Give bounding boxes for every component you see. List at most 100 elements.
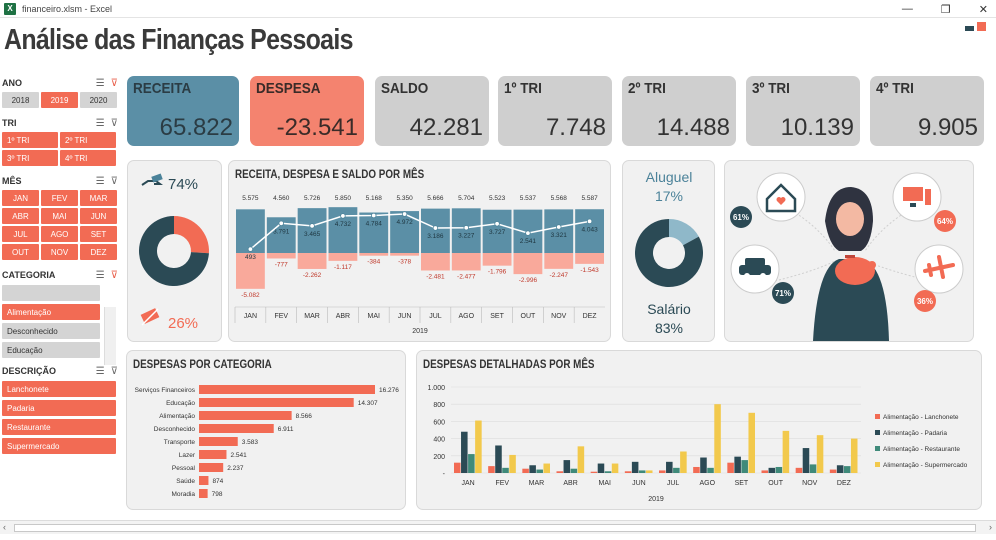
- horizontal-scrollbar[interactable]: ‹ ›: [0, 520, 996, 534]
- percent-badge-label: 61%: [733, 213, 749, 222]
- slicer-mes-out[interactable]: OUT: [2, 244, 39, 260]
- receita-bar: [544, 209, 574, 253]
- saldo-label: 3.321: [551, 232, 568, 239]
- legend-swatch: [875, 462, 880, 467]
- slicer-mes-nov[interactable]: NOV: [41, 244, 78, 260]
- detail-bar: [556, 471, 564, 473]
- slicer-descricao-header: DESCRIÇÃO ☰ ⊽: [2, 364, 118, 378]
- slicer-mes-fev[interactable]: FEV: [41, 190, 78, 206]
- slicer-categoria-item[interactable]: [2, 285, 100, 301]
- detail-bar: [673, 467, 680, 473]
- dash-mark-icon: [965, 26, 974, 31]
- month-tick-label: OUT: [768, 480, 784, 487]
- category-value-label: 3.583: [242, 439, 259, 446]
- slicer-tri-item[interactable]: 3º TRI: [2, 150, 58, 166]
- month-tick-label: JUN: [632, 480, 646, 487]
- slicer-mes-mar[interactable]: MAR: [80, 190, 117, 206]
- monthly-chart: 5.575 -5.082 493 JAN 4.560 -777 3.791 FEV 5.726 -…: [234, 195, 605, 335]
- detail-bar: [577, 446, 585, 473]
- donut-slice-receita: [139, 216, 209, 286]
- slicer-descricao-item[interactable]: Restaurante: [2, 419, 116, 435]
- saldo-point: [340, 213, 346, 219]
- minimize-icon[interactable]: —: [901, 3, 913, 15]
- slicer-mes-mai[interactable]: MAI: [41, 208, 78, 224]
- saldo-label: 3.791: [273, 228, 290, 235]
- multiselect-icon[interactable]: ☰: [95, 77, 105, 89]
- slicer-mes-dez[interactable]: DEZ: [80, 244, 117, 260]
- filter-sidebar: ANO ☰ ⊽ 2018 2019 2020 TRI ☰ ⊽ 1º TRI 2º TRI 3…: [2, 72, 118, 454]
- slicer-descricao-label: DESCRIÇÃO: [2, 366, 57, 376]
- slicer-descricao-item[interactable]: Padaria: [2, 400, 116, 416]
- multiselect-icon[interactable]: ☰: [95, 365, 105, 377]
- month-tick-label: NOV: [802, 480, 818, 487]
- despesa-bar: [297, 253, 327, 269]
- category-value-label: 874: [212, 478, 223, 485]
- clear-filter-icon[interactable]: ⊽: [110, 269, 118, 281]
- slicer-categoria-item[interactable]: Alimentação: [2, 304, 100, 320]
- month-tick-label: JAN: [461, 480, 474, 487]
- slicer-categoria-item[interactable]: Educação: [2, 342, 100, 358]
- legend-swatch: [875, 446, 880, 451]
- clear-filter-icon[interactable]: ⊽: [110, 365, 118, 377]
- receita-label: 5.575: [242, 195, 259, 202]
- slicer-ano-header: ANO ☰ ⊽: [2, 76, 118, 90]
- month-tick-label: MAR: [304, 313, 320, 320]
- category-bar: [199, 450, 227, 459]
- slicer-categoria-item[interactable]: Desconhecido: [2, 323, 100, 339]
- monthly-chart-panel: RECEITA, DESPESA E SALDO POR MÊS 5.575 -5…: [228, 160, 611, 342]
- slicer-ano-2019[interactable]: 2019: [41, 92, 78, 108]
- legend-swatch: [875, 430, 880, 435]
- detail-bar: [775, 466, 783, 473]
- kpi-label: 3º TRI: [752, 80, 790, 97]
- slicer-descricao-item[interactable]: Supermercado: [2, 438, 116, 454]
- slicer-descricao-item[interactable]: Lanchonete: [2, 381, 116, 397]
- receita-label: 5.587: [581, 195, 598, 202]
- scrollbar-thumb[interactable]: [14, 524, 976, 532]
- clear-filter-icon[interactable]: ⊽: [110, 77, 118, 89]
- slicer-mes-ago[interactable]: AGO: [41, 226, 78, 242]
- detail-bar: [536, 469, 543, 473]
- slicer-tri-item[interactable]: 2º TRI: [60, 132, 116, 148]
- month-tick-label: FEV: [495, 480, 509, 487]
- kpi-card-receita: RECEITA 65.822: [127, 76, 239, 146]
- multiselect-icon[interactable]: ☰: [95, 269, 105, 281]
- category-value-label: 2.541: [230, 452, 247, 459]
- clear-filter-icon[interactable]: ⊽: [110, 117, 118, 129]
- category-value-label: 6.911: [278, 426, 294, 433]
- receita-label: 5.168: [366, 195, 383, 202]
- detail-chart-title: DESPESAS DETALHADAS POR MÊS: [423, 357, 595, 371]
- woman-with-piggybank-icon: [813, 187, 889, 341]
- legend-label: Alimentação - Padaria: [883, 430, 947, 437]
- despesa-label: -378: [398, 259, 411, 266]
- detail-bar: [741, 460, 748, 473]
- slicer-mes-abr[interactable]: ABR: [2, 208, 39, 224]
- corner-decoration: [965, 22, 986, 31]
- slicer-ano-2020[interactable]: 2020: [80, 92, 117, 108]
- donut-slice-salario: [635, 219, 703, 287]
- despesa-bar: [421, 253, 450, 271]
- scroll-right-icon[interactable]: ›: [989, 522, 992, 532]
- restore-icon[interactable]: ❐: [940, 3, 951, 16]
- saldo-label: 4.972: [396, 219, 413, 226]
- close-icon[interactable]: ✕: [978, 3, 988, 16]
- multiselect-icon[interactable]: ☰: [95, 175, 105, 187]
- slicer-ano-2018[interactable]: 2018: [2, 92, 39, 108]
- scroll-left-icon[interactable]: ‹: [3, 522, 6, 532]
- category-value-label: 8.566: [296, 413, 313, 420]
- clear-filter-icon[interactable]: ⊽: [110, 175, 118, 187]
- despesa-label: -384: [367, 259, 380, 266]
- multiselect-icon[interactable]: ☰: [95, 117, 105, 129]
- category-scrollbar[interactable]: [104, 307, 116, 365]
- slicer-mes-jun[interactable]: JUN: [80, 208, 117, 224]
- kpi-label: DESPESA: [256, 80, 321, 97]
- slicer-tri-item[interactable]: 4º TRI: [60, 150, 116, 166]
- slicer-mes-set[interactable]: SET: [80, 226, 117, 242]
- receita-label: 5.666: [427, 195, 444, 202]
- slicer-mes-jan[interactable]: JAN: [2, 190, 39, 206]
- detail-bar: [638, 470, 646, 473]
- donut-receita-despesa: 74% 26%: [139, 173, 209, 332]
- slicer-mes-jul[interactable]: JUL: [2, 226, 39, 242]
- computer-icon: [892, 172, 942, 222]
- slicer-tri-item[interactable]: 1º TRI: [2, 132, 58, 148]
- donut-bottom-pct: 26%: [168, 315, 198, 332]
